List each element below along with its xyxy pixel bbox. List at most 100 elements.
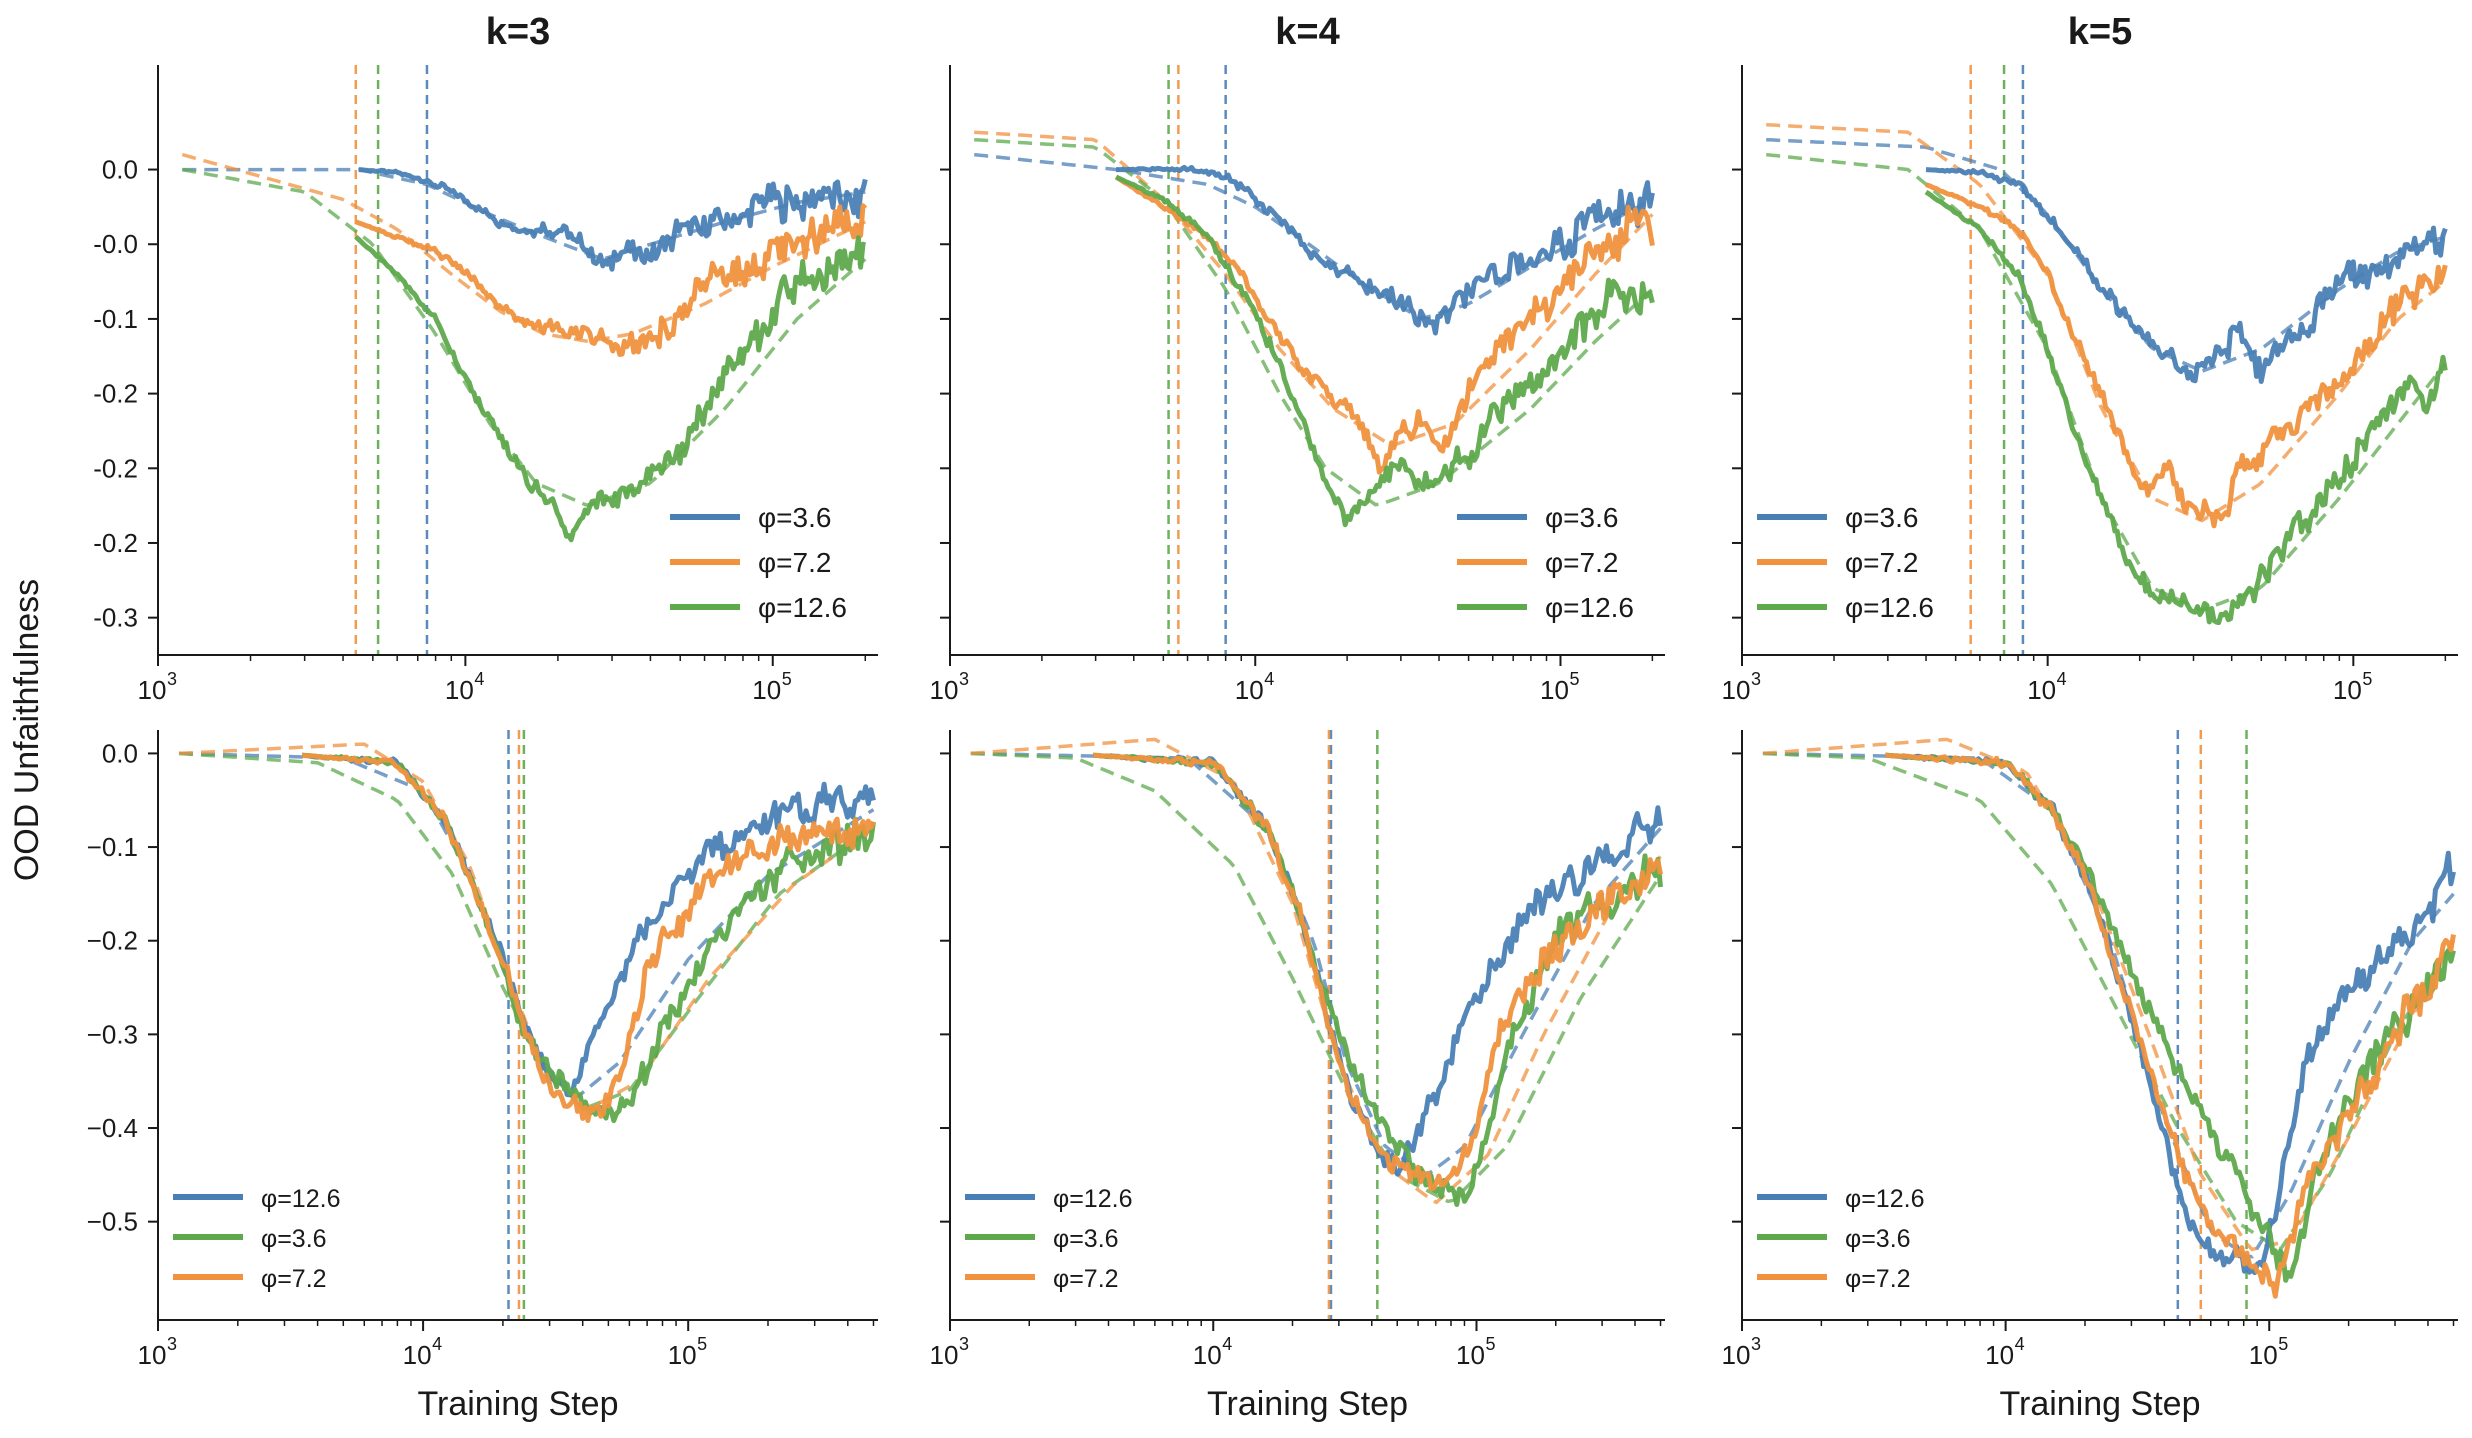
fit-curve-1 — [970, 751, 1662, 1204]
y-tick-label: -0.2 — [93, 528, 138, 558]
x-axis-label: Training Step — [418, 1385, 619, 1423]
x-tick-exponent: 3 — [959, 1334, 969, 1354]
x-tick-label: 10 — [930, 1340, 959, 1370]
x-tick-label: 10 — [1456, 1340, 1485, 1370]
legend: φ=3.6 φ=7.2 φ=12.6 — [1457, 502, 1634, 623]
panel-3: 0.0−0.1−0.2−0.3−0.4−0.510 3 10 4 10 5Training… — [87, 730, 878, 1423]
x-tick-exponent: 3 — [167, 669, 177, 689]
legend-label: φ=3.6 — [1845, 1225, 1911, 1253]
series-line-2 — [1924, 189, 2448, 625]
series-line-0 — [358, 167, 868, 272]
legend-label: φ=12.6 — [1845, 592, 1934, 623]
legend-label: φ=12.6 — [758, 592, 847, 623]
x-tick-exponent: 5 — [1486, 1334, 1496, 1354]
x-tick-exponent: 5 — [697, 1334, 707, 1354]
x-tick-label: 10 — [2333, 675, 2362, 705]
y-tick-label: −0.1 — [87, 832, 138, 862]
legend: φ=12.6 φ=3.6 φ=7.2 — [173, 1185, 340, 1293]
panel-title: k=4 — [1275, 11, 1339, 53]
legend-label: φ=3.6 — [758, 502, 831, 533]
legend-label: φ=3.6 — [261, 1225, 327, 1253]
x-tick-label: 10 — [138, 675, 167, 705]
series-line-2 — [1114, 174, 1655, 528]
legend-label: φ=12.6 — [261, 1185, 340, 1213]
series-line-0 — [1925, 167, 2448, 384]
series-line-2 — [354, 234, 867, 543]
x-tick-exponent: 5 — [1569, 669, 1579, 689]
legend-label: φ=7.2 — [1845, 547, 1918, 578]
panel-2: k=510 3 10 4 10 5φ=3.6φ=7.2φ=12.6 — [1722, 11, 2458, 705]
y-tick-label: -0.2 — [93, 379, 138, 409]
x-tick-label: 10 — [403, 1340, 432, 1370]
legend-label: φ=12.6 — [1053, 1185, 1132, 1213]
x-tick-label: 10 — [1540, 675, 1569, 705]
legend-label: φ=7.2 — [1545, 547, 1618, 578]
y-tick-label: -0.2 — [93, 453, 138, 483]
panels: k=30.0-0.0-0.1-0.2-0.2-0.2-0.310 3 10 4 10 5φ… — [87, 11, 2458, 1423]
y-tick-label: -0.3 — [93, 603, 138, 633]
x-tick-label: 10 — [1985, 1340, 2014, 1370]
x-tick-label: 10 — [2249, 1340, 2278, 1370]
legend-label: φ=12.6 — [1545, 592, 1634, 623]
series-line-1 — [1925, 182, 2448, 529]
x-axis-label: Training Step — [1207, 1385, 1408, 1423]
legend: φ=3.6 φ=7.2 φ=12.6 — [1757, 502, 1934, 623]
x-tick-exponent: 5 — [2278, 1334, 2288, 1354]
x-tick-exponent: 3 — [1751, 1334, 1761, 1354]
y-tick-label: −0.3 — [87, 1019, 138, 1049]
x-tick-label: 10 — [2027, 675, 2056, 705]
legend-label: φ=7.2 — [1845, 1265, 1911, 1293]
x-tick-label: 10 — [1235, 675, 1264, 705]
y-tick-label: 0.0 — [102, 155, 138, 185]
x-tick-label: 10 — [1193, 1340, 1222, 1370]
legend: φ=3.6 φ=7.2 φ=12.6 — [670, 502, 847, 623]
x-tick-exponent: 3 — [167, 1334, 177, 1354]
fit-curve-2 — [181, 167, 867, 507]
legend-label: φ=7.2 — [758, 547, 831, 578]
x-tick-label: 10 — [752, 675, 781, 705]
x-tick-exponent: 4 — [474, 669, 484, 689]
series-line-2 — [301, 752, 876, 1123]
panel-title: k=3 — [486, 11, 550, 53]
legend-label: φ=3.6 — [1545, 502, 1618, 533]
series-line-0 — [1116, 164, 1655, 336]
legend-label: φ=7.2 — [1053, 1265, 1119, 1293]
fit-curve-0 — [970, 751, 1662, 1176]
panel-1: k=410 3 10 4 10 5φ=3.6φ=7.2φ=12.6 — [930, 11, 1665, 705]
x-tick-exponent: 4 — [1264, 669, 1274, 689]
legend-label: φ=3.6 — [1053, 1225, 1119, 1253]
y-tick-label: -0.0 — [93, 229, 138, 259]
fit-curve-1 — [1766, 122, 2447, 523]
x-tick-label: 10 — [138, 1340, 167, 1370]
y-axis-label: OOD Unfaithfulness — [8, 579, 46, 881]
y-tick-label: −0.5 — [87, 1207, 138, 1237]
series-line-2 — [1093, 752, 1663, 1192]
legend: φ=12.6 φ=3.6 φ=7.2 — [965, 1185, 1132, 1293]
x-tick-exponent: 5 — [782, 669, 792, 689]
x-tick-label: 10 — [445, 675, 474, 705]
panel-0: k=30.0-0.0-0.1-0.2-0.2-0.2-0.310 3 10 4 10 5φ… — [93, 11, 878, 705]
y-tick-label: −0.2 — [87, 926, 138, 956]
panel-title: k=5 — [2068, 11, 2132, 53]
x-tick-label: 10 — [930, 675, 959, 705]
legend-label: φ=3.6 — [1845, 502, 1918, 533]
y-tick-label: 0.0 — [102, 738, 138, 768]
legend-label: φ=12.6 — [1845, 1185, 1924, 1213]
x-tick-exponent: 3 — [1751, 669, 1761, 689]
fit-curve-1 — [974, 130, 1654, 448]
y-tick-label: -0.1 — [93, 304, 138, 334]
x-tick-exponent: 4 — [432, 1334, 442, 1354]
x-axis-label: Training Step — [2000, 1385, 2201, 1423]
y-tick-label: −0.4 — [87, 1113, 138, 1143]
x-tick-exponent: 3 — [959, 669, 969, 689]
series-line-1 — [354, 203, 868, 357]
legend-label: φ=7.2 — [261, 1265, 327, 1293]
x-tick-exponent: 5 — [2362, 669, 2372, 689]
x-tick-exponent: 4 — [2057, 669, 2067, 689]
x-tick-exponent: 4 — [1222, 1334, 1232, 1354]
x-tick-label: 10 — [1722, 675, 1751, 705]
legend: φ=12.6 φ=3.6 φ=7.2 — [1757, 1185, 1924, 1293]
